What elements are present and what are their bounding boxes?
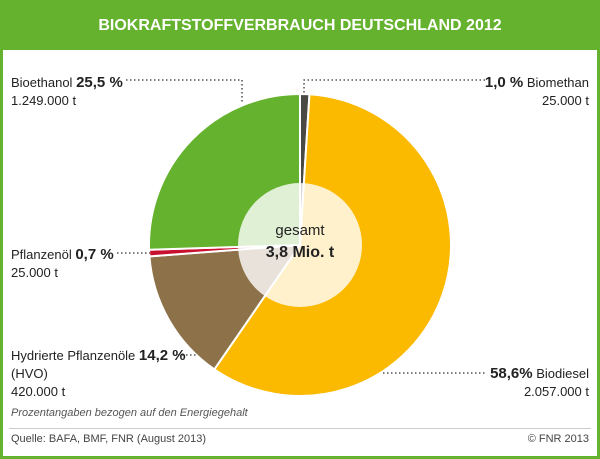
label-name: Biodiesel [536, 366, 589, 381]
center-label-value: 3,8 Mio. t [266, 244, 335, 261]
label-amount: 2.057.000 t [523, 384, 589, 399]
label-amount: 1.249.000 t [11, 93, 77, 108]
label-name: Pflanzenöl [11, 247, 72, 262]
label-bioethanol: Bioethanol 25,5 % 1.249.000 t [11, 74, 123, 110]
label-biodiesel: 58,6% Biodiesel 2.057.000 t [490, 365, 589, 401]
label-percent: 14,2 % [138, 347, 186, 364]
source: Quelle: BAFA, BMF, FNR (August 2013) [11, 433, 207, 445]
label-amount: 25.000 t [11, 265, 58, 280]
label-name2: (HVO) [11, 366, 48, 381]
footnote: Prozentangaben bezogen auf den Energiege… [11, 407, 248, 419]
chart-title: BIOKRAFTSTOFFVERBRAUCH DEUTSCHLAND 2012 [3, 3, 597, 50]
label-amount: 25.000 t [542, 93, 589, 108]
label-pflanzenoel: Pflanzenöl 0,7 % 25.000 t [11, 246, 114, 282]
label-amount: 420.000 t [11, 384, 66, 399]
label-biomethan: 1,0 % Biomethan 25.000 t [485, 74, 589, 110]
label-name: Hydrierte Pflanzenöle [11, 348, 136, 363]
label-percent: 0,7 % [75, 246, 114, 263]
label-percent: 58,6% [490, 365, 533, 382]
leader-biomethan [303, 79, 485, 95]
divider [9, 428, 591, 429]
center-circle [238, 183, 362, 307]
label-hvo: Hydrierte Pflanzenöle 14,2 % (HVO) 420.000… [11, 347, 186, 401]
copyright: © FNR 2013 [527, 433, 589, 445]
label-name: Bioethanol [11, 75, 73, 90]
center-label-total: gesamt [275, 222, 325, 239]
label-percent: 25,5 % [76, 74, 123, 91]
label-percent: 1,0 % [484, 74, 524, 91]
leader-bioethanol [126, 79, 243, 104]
label-name: Biomethan [526, 75, 589, 90]
